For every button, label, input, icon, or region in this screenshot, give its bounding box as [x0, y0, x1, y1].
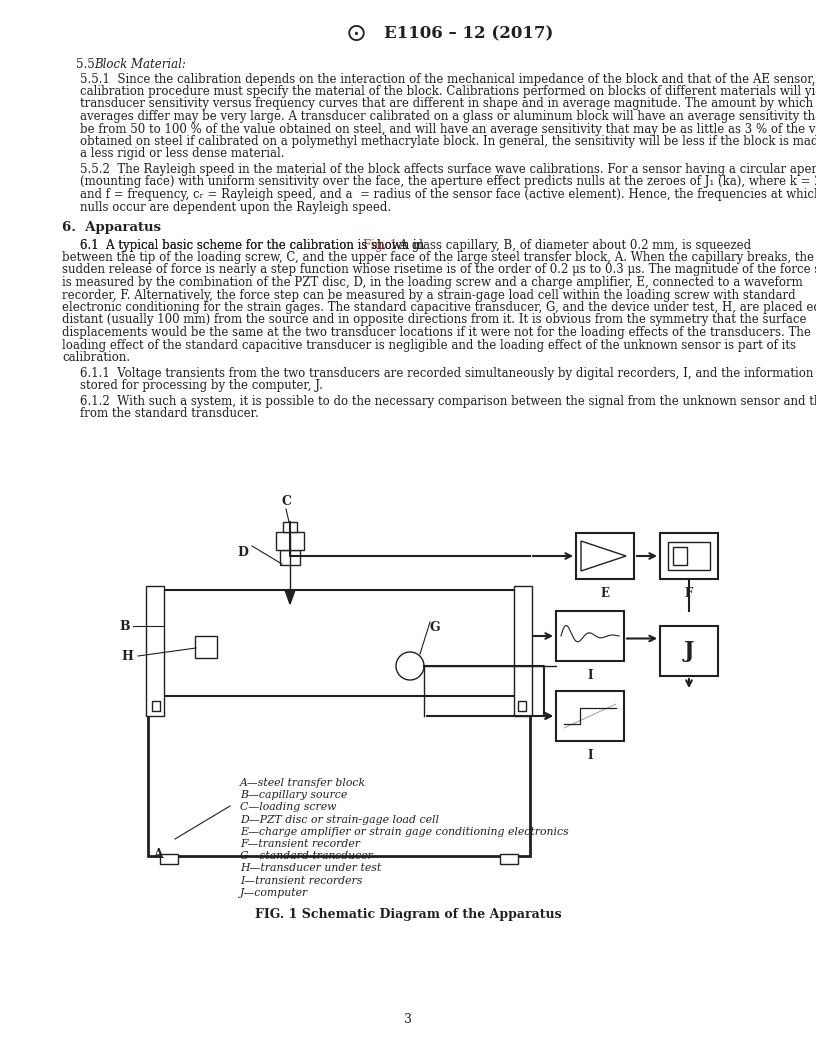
- Text: C—loading screw: C—loading screw: [240, 803, 336, 812]
- Text: 5.5.1  Since the calibration depends on the interaction of the mechanical impeda: 5.5.1 Since the calibration depends on t…: [80, 73, 816, 86]
- Text: electronic conditioning for the strain gages. The standard capacitive transducer: electronic conditioning for the strain g…: [62, 301, 816, 314]
- Text: and f = frequency, cᵣ = Rayleigh speed, and a  = radius of the sensor face (acti: and f = frequency, cᵣ = Rayleigh speed, …: [80, 188, 816, 201]
- Text: (mounting face) with uniform sensitivity over the face, the aperture effect pred: (mounting face) with uniform sensitivity…: [80, 175, 816, 189]
- Text: G—standard transducer: G—standard transducer: [240, 851, 373, 862]
- Text: displacements would be the same at the two transducer locations if it were not f: displacements would be the same at the t…: [62, 326, 811, 339]
- Text: ⊙: ⊙: [345, 22, 366, 46]
- Text: obtained on steel if calibrated on a polymethyl methacrylate block. In general, : obtained on steel if calibrated on a pol…: [80, 135, 816, 148]
- Text: transducer sensitivity versus frequency curves that are different in shape and i: transducer sensitivity versus frequency …: [80, 97, 816, 111]
- Text: A—steel transfer block: A—steel transfer block: [240, 778, 366, 788]
- Text: E1106 – 12 (2017): E1106 – 12 (2017): [361, 25, 553, 42]
- Bar: [576, 533, 634, 579]
- Text: 6.1  A typical basic scheme for the calibration is shown in: 6.1 A typical basic scheme for the calib…: [80, 239, 428, 251]
- Text: stored for processing by the computer, J.: stored for processing by the computer, J…: [80, 379, 323, 392]
- Text: FIG. 1 Schematic Diagram of the Apparatus: FIG. 1 Schematic Diagram of the Apparatu…: [255, 908, 561, 921]
- Text: D: D: [237, 546, 248, 559]
- Text: G: G: [430, 621, 441, 634]
- Text: nulls occur are dependent upon the Rayleigh speed.: nulls occur are dependent upon the Rayle…: [80, 201, 391, 213]
- Text: H: H: [121, 649, 133, 662]
- Text: 3: 3: [404, 1013, 412, 1026]
- Bar: [660, 626, 718, 676]
- Text: E—charge amplifier or strain gage conditioning electronics: E—charge amplifier or strain gage condit…: [240, 827, 569, 836]
- Text: calibration.: calibration.: [62, 351, 130, 364]
- Text: B—capillary source: B—capillary source: [240, 790, 348, 800]
- Text: E: E: [601, 587, 610, 600]
- Text: A: A: [153, 848, 162, 861]
- Text: 6.1  A typical basic scheme for the calibration is shown in: 6.1 A typical basic scheme for the calib…: [80, 239, 428, 251]
- Text: between the tip of the loading screw, C, and the upper face of the large steel t: between the tip of the loading screw, C,…: [62, 251, 814, 264]
- Text: Block Material:: Block Material:: [94, 58, 186, 71]
- Text: be from 50 to 100 % of the value obtained on steel, and will have an average sen: be from 50 to 100 % of the value obtaine…: [80, 122, 816, 135]
- Text: 6.1.1  Voltage transients from the two transducers are recorded simultaneously b: 6.1.1 Voltage transients from the two tr…: [80, 366, 816, 379]
- Text: calibration procedure must specify the material of the block. Calibrations perfo: calibration procedure must specify the m…: [80, 84, 816, 98]
- Text: H—transducer under test: H—transducer under test: [240, 864, 381, 873]
- Text: loading effect of the standard capacitive transducer is negligible and the loadi: loading effect of the standard capacitiv…: [62, 339, 796, 352]
- Text: I—transient recorders: I—transient recorders: [240, 875, 362, 886]
- Text: B: B: [119, 620, 130, 633]
- Text: D—PZT disc or strain-gage load cell: D—PZT disc or strain-gage load cell: [240, 814, 439, 825]
- Bar: [518, 701, 526, 711]
- Bar: [280, 550, 300, 565]
- Bar: [283, 522, 297, 532]
- Text: C: C: [281, 495, 291, 508]
- Bar: [160, 854, 178, 864]
- Bar: [276, 532, 304, 550]
- Text: . A glass capillary, B, of diameter about 0.2 mm, is squeezed: . A glass capillary, B, of diameter abou…: [392, 239, 751, 251]
- Text: J—computer: J—computer: [240, 888, 308, 898]
- Bar: [556, 691, 624, 741]
- Bar: [668, 542, 710, 570]
- Bar: [514, 586, 532, 716]
- Text: I: I: [588, 670, 592, 682]
- Text: I: I: [588, 749, 592, 762]
- Text: a less rigid or less dense material.: a less rigid or less dense material.: [80, 148, 285, 161]
- Text: F: F: [685, 587, 693, 600]
- Circle shape: [396, 652, 424, 680]
- Text: 5.5: 5.5: [76, 58, 95, 71]
- Bar: [195, 636, 217, 658]
- Bar: [673, 547, 687, 565]
- Bar: [556, 611, 624, 661]
- Bar: [152, 701, 160, 711]
- Text: recorder, F. Alternatively, the force step can be measured by a strain-gage load: recorder, F. Alternatively, the force st…: [62, 288, 796, 302]
- Text: 6.  Apparatus: 6. Apparatus: [62, 221, 161, 234]
- Text: distant (usually 100 mm) from the source and in opposite directions from it. It : distant (usually 100 mm) from the source…: [62, 314, 806, 326]
- Text: sudden release of force is nearly a step function whose risetime is of the order: sudden release of force is nearly a step…: [62, 264, 816, 277]
- Polygon shape: [581, 541, 626, 571]
- Bar: [148, 590, 530, 856]
- Text: is measured by the combination of the PZT disc, D, in the loading screw and a ch: is measured by the combination of the PZ…: [62, 276, 803, 289]
- Bar: [660, 533, 718, 579]
- Text: from the standard transducer.: from the standard transducer.: [80, 407, 259, 420]
- Text: 6.1.2  With such a system, it is possible to do the necessary comparison between: 6.1.2 With such a system, it is possible…: [80, 395, 816, 408]
- Bar: [163, 590, 515, 696]
- Text: 5.5.2  The Rayleigh speed in the material of the block affects surface wave cali: 5.5.2 The Rayleigh speed in the material…: [80, 163, 816, 176]
- Text: J: J: [684, 640, 694, 662]
- Polygon shape: [285, 590, 295, 604]
- Text: Fig. 1: Fig. 1: [363, 239, 397, 251]
- Text: averages differ may be very large. A transducer calibrated on a glass or aluminu: averages differ may be very large. A tra…: [80, 110, 816, 122]
- Bar: [500, 854, 518, 864]
- Bar: [146, 586, 164, 716]
- Text: F—transient recorder: F—transient recorder: [240, 840, 360, 849]
